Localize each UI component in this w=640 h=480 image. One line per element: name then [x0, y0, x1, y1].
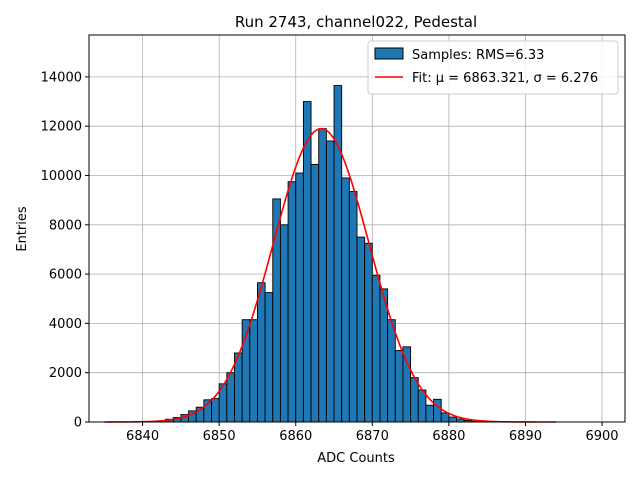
histogram-bar — [333, 85, 343, 423]
legend-histogram-swatch — [374, 47, 404, 60]
histogram-bar — [394, 350, 404, 423]
histogram-bar — [287, 181, 297, 423]
histogram-bars — [142, 85, 488, 423]
histogram-bar — [387, 319, 396, 423]
y-axis-label: Entries — [15, 206, 30, 252]
x-axis-ticks: 6840 6850 6860 6870 6880 6890 6900 — [126, 422, 619, 444]
histogram-bar — [226, 372, 235, 423]
y-tick-label: 6000 — [49, 268, 82, 283]
y-tick-label: 12000 — [41, 120, 82, 135]
y-tick-label: 14000 — [41, 70, 82, 85]
histogram-bar — [440, 412, 450, 423]
histogram-bar — [448, 416, 457, 423]
plot-frame — [88, 34, 626, 423]
chart-title: Run 2743, channel022, Pedestal — [235, 13, 477, 31]
x-tick-label: 6840 — [126, 429, 159, 444]
histogram-bar — [257, 282, 266, 423]
x-tick-label: 6860 — [279, 429, 312, 444]
histogram-bar — [379, 288, 389, 423]
histogram-bar — [249, 319, 258, 423]
histogram-bar — [325, 140, 335, 423]
histogram-bar — [211, 398, 220, 423]
histogram-bar — [425, 404, 435, 423]
histogram-bar — [279, 224, 289, 423]
x-tick-label: 6900 — [585, 429, 618, 444]
x-tick-label: 6850 — [203, 429, 236, 444]
histogram-bar — [433, 398, 442, 423]
legend: Samples: RMS=6.33 Fit: μ = 6863.321, σ =… — [367, 40, 619, 95]
y-tick-label: 0 — [74, 416, 82, 431]
histogram-bar — [348, 191, 358, 423]
y-tick-label: 2000 — [49, 366, 82, 381]
x-tick-label: 6890 — [509, 429, 542, 444]
histogram-bar — [371, 274, 381, 423]
grid — [89, 35, 625, 423]
histogram-bar — [264, 292, 274, 423]
histogram-bar — [417, 389, 427, 423]
histogram-bar — [310, 163, 320, 423]
histogram-bar — [302, 101, 312, 423]
legend-histogram-label: Samples: RMS=6.33 — [412, 48, 544, 63]
y-tick-label: 10000 — [41, 169, 82, 184]
y-axis-ticks: 0 2000 4000 6000 8000 10000 12000 14000 — [41, 70, 89, 431]
histogram-bar — [295, 172, 304, 423]
histogram-bar — [356, 236, 366, 423]
histogram-bar — [402, 346, 412, 423]
x-tick-label: 6870 — [356, 429, 389, 444]
fit-curve — [104, 127, 557, 423]
legend-fit-label: Fit: μ = 6863.321, σ = 6.276 — [412, 71, 598, 86]
y-tick-label: 8000 — [49, 218, 82, 233]
x-tick-label: 6880 — [432, 429, 465, 444]
x-axis-label: ADC Counts — [317, 451, 395, 466]
histogram-bar — [364, 242, 373, 423]
legend-box — [367, 40, 619, 95]
y-tick-label: 4000 — [49, 317, 82, 332]
histogram-bar — [318, 128, 327, 423]
histogram-bar — [341, 177, 350, 423]
histogram-bar — [410, 377, 419, 423]
